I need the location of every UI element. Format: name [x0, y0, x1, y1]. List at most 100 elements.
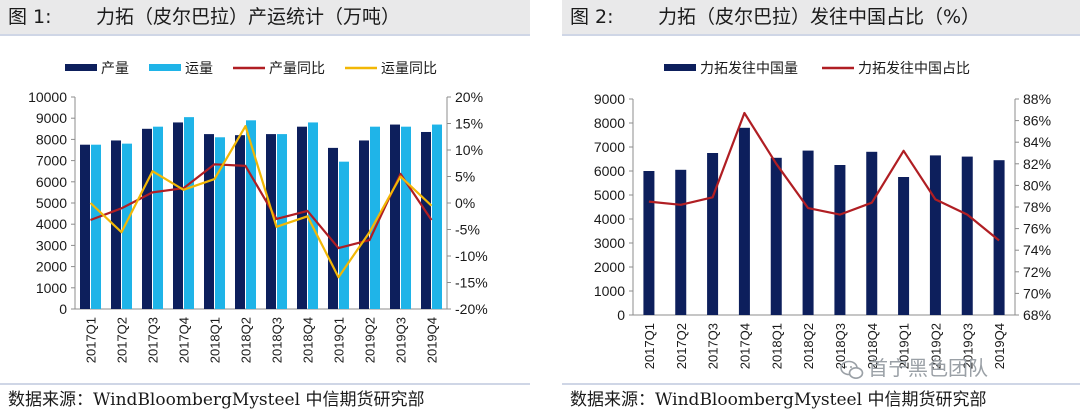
- chart1-category-label: 2018Q1: [208, 317, 223, 363]
- chart1-bar-产量: [173, 122, 183, 309]
- chart1-left-tick-label: 6000: [36, 174, 67, 190]
- chart1-category-label: 2019Q2: [363, 317, 378, 363]
- chart1-right-tick-label: 10%: [455, 142, 483, 158]
- chart1-right-tick-label: 0%: [455, 195, 475, 211]
- figure-1: 图 1: 力拓（皮尔巴拉）产运统计（万吨） 0 1000 2000 3000 4000 5…: [0, 0, 530, 414]
- figure-2-label: 图 2:: [570, 6, 614, 28]
- chart2-category-label: 2019Q1: [897, 323, 912, 369]
- chart2-right-tick-label: 86%: [1023, 113, 1051, 129]
- chart2-legend-label: 力拓发往中国占比: [858, 60, 970, 76]
- chart2-bar-力拓发往中国量: [993, 160, 1005, 315]
- chart2-bar-力拓发往中国量: [675, 169, 687, 315]
- chart1-bar-产量: [390, 124, 400, 309]
- chart1-legend-label: 运量同比: [381, 60, 437, 76]
- chart2-legend-label: 力拓发往中国量: [700, 60, 798, 76]
- chart1-bar-产量: [328, 147, 338, 309]
- chart1-category-label: 2017Q3: [146, 317, 161, 363]
- chart1-right-tick-label: -10%: [455, 248, 488, 264]
- chart2-category-label: 2018Q1: [769, 323, 784, 369]
- chart2-right-tick-label: 68%: [1023, 307, 1051, 323]
- chart2-right-tick-label: 80%: [1023, 177, 1051, 193]
- chart1-bar-运量: [370, 126, 380, 310]
- chart1-bar-运量: [277, 134, 287, 309]
- chart2-legend-swatch: [664, 64, 696, 71]
- chart2-category-label: 2018Q4: [865, 323, 880, 369]
- chart2-left-tick-label: 3000: [594, 235, 625, 251]
- chart2-right-tick-label: 88%: [1023, 91, 1051, 107]
- chart1-category-label: 2018Q3: [270, 317, 285, 363]
- chart1-left-tick-label: 5000: [36, 195, 67, 211]
- chart1-bar-运量: [122, 143, 132, 309]
- chart1-left-tick-label: 1000: [36, 280, 67, 296]
- chart2-left-tick-label: 6000: [594, 163, 625, 179]
- chart2-category-label: 2017Q1: [642, 323, 657, 369]
- chart2-bar-力拓发往中国量: [961, 156, 973, 315]
- chart2-category-label: 2019Q4: [992, 323, 1007, 369]
- chart2-category-label: 2018Q3: [833, 323, 848, 369]
- chart1-category-label: 2019Q4: [425, 317, 440, 363]
- chart1-left-tick-label: 9000: [36, 110, 67, 126]
- chart2-right-tick-label: 82%: [1023, 156, 1051, 172]
- chart2-category-label: 2017Q3: [706, 323, 721, 369]
- chart1-bar-产量: [359, 140, 369, 309]
- chart1-legend-swatch: [65, 64, 97, 71]
- chart1-bar-运量: [401, 126, 411, 310]
- chart1-category-label: 2017Q2: [115, 317, 130, 363]
- watermark-text: 首宁黑色团队: [868, 356, 988, 380]
- chart1-left-tick-label: 4000: [36, 216, 67, 232]
- chart2-bar-力拓发往中国量: [929, 155, 941, 315]
- chart1-bar-产量: [142, 128, 152, 309]
- chart1-bar-运量: [91, 144, 101, 309]
- chart1-category-label: 2017Q4: [177, 317, 192, 363]
- chart1-bar-运量: [153, 126, 163, 310]
- chart2-bar-力拓发往中国量: [643, 171, 655, 315]
- chart1-right-tick-label: 15%: [455, 116, 483, 132]
- chart1-bar-产量: [235, 135, 245, 309]
- chart1-bar-产量: [266, 134, 276, 309]
- chart1-bar-运量: [432, 124, 442, 309]
- chart1-category-label: 2018Q4: [301, 317, 316, 363]
- chart2-left-tick-label: 2000: [594, 259, 625, 275]
- chart2-left-tick-label: 1000: [594, 283, 625, 299]
- chart2-category-label: 2017Q2: [674, 323, 689, 369]
- figure-2-title-bar: 图 2: 力拓（皮尔巴拉）发往中国占比（%）: [562, 0, 1080, 36]
- watermark: 首宁黑色团队: [840, 354, 1076, 382]
- chart1-bar-产量: [421, 131, 431, 309]
- chart1-left-tick-label: 10000: [28, 89, 67, 105]
- chart2-bar-力拓发往中国量: [802, 150, 814, 315]
- chart2-category-label: 2018Q2: [801, 323, 816, 369]
- chart2-left-tick-label: 7000: [594, 139, 625, 155]
- chart-1: 0 1000 2000 3000 4000 5000 6000 7000 8000 9000 100…: [28, 60, 488, 363]
- chart2-category-label: 2019Q3: [960, 323, 975, 369]
- chart2-right-tick-label: 84%: [1023, 134, 1051, 150]
- chart2-right-tick-label: 70%: [1023, 285, 1051, 301]
- chart2-bar-力拓发往中国量: [770, 157, 782, 315]
- chart1-bar-运量: [308, 122, 318, 309]
- figure-1-label: 图 1:: [8, 6, 52, 28]
- chart1-right-tick-label: -15%: [455, 275, 488, 291]
- chart1-left-tick-label: 0: [59, 301, 67, 317]
- chart1-right-tick-label: -5%: [455, 222, 480, 238]
- chart2-bar-力拓发往中国量: [738, 127, 750, 315]
- figure-2: 图 2: 力拓（皮尔巴拉）发往中国占比（%） 0 1000 2000 3000 4000…: [562, 0, 1080, 414]
- chart1-left-tick-label: 8000: [36, 131, 67, 147]
- chart1-legend-swatch: [149, 64, 181, 71]
- chart1-left-tick-label: 3000: [36, 237, 67, 253]
- chart-2: 0 1000 2000 3000 4000 5000 6000 7000 8000 9000 88%…: [594, 60, 1051, 369]
- chart1-right-tick-label: 5%: [455, 169, 475, 185]
- chart2-right-tick-label: 72%: [1023, 264, 1051, 280]
- chart2-left-tick-label: 4000: [594, 211, 625, 227]
- chart1-bar-产量: [111, 140, 121, 309]
- chart1-legend-label: 产量: [101, 60, 129, 76]
- chart2-left-tick-label: 0: [617, 307, 625, 323]
- chart1-bar-运量: [246, 120, 256, 309]
- chart1-bar-运量: [339, 161, 349, 309]
- chart1-bar-产量: [80, 144, 90, 309]
- chart2-bar-力拓发往中国量: [866, 151, 878, 315]
- chart2-bar-力拓发往中国量: [898, 177, 910, 315]
- chart2-category-label: 2017Q4: [737, 323, 752, 369]
- figure-2-source: 数据来源：WindBloombergMysteel 中信期货研究部: [562, 383, 1080, 416]
- chart1-legend-label: 产量同比: [269, 60, 325, 76]
- chart2-line-力拓发往中国占比: [648, 111, 1000, 242]
- chart2-left-tick-label: 5000: [594, 187, 625, 203]
